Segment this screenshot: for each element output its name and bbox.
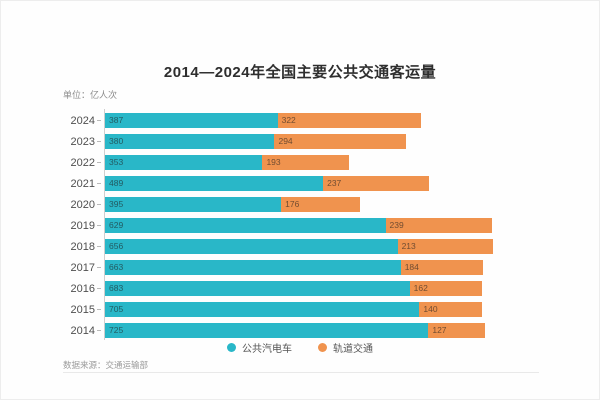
bus-value-label: 705 <box>109 304 124 314</box>
year-label: 2023 <box>70 135 95 148</box>
legend-dot-rail-icon <box>318 343 327 352</box>
bus-bar-segment: 663 <box>105 260 401 275</box>
rail-bar-segment: 184 <box>400 260 483 275</box>
bus-bar-segment: 353 <box>105 155 263 170</box>
rail-bar-segment: 140 <box>419 302 482 317</box>
bus-bar-segment: 725 <box>105 323 429 338</box>
bus-value-label: 387 <box>109 115 124 125</box>
bus-bar-segment: 387 <box>105 113 278 128</box>
chart-row: 2019 629 239 <box>1 215 600 236</box>
chart-row: 2021 489 237 <box>1 173 600 194</box>
rail-value-label: 184 <box>404 262 419 272</box>
rail-bar-segment: 162 <box>409 281 482 296</box>
rail-bar-segment: 193 <box>262 155 349 170</box>
bus-value-label: 353 <box>109 157 124 167</box>
bus-value-label: 629 <box>109 220 124 230</box>
chart-row: 2020 395 176 <box>1 194 600 215</box>
axis-tick <box>97 246 101 247</box>
axis-tick <box>97 330 101 331</box>
year-label: 2021 <box>70 177 95 190</box>
bottom-divider <box>63 372 539 373</box>
legend-item-rail: 轨道交通 <box>318 340 373 355</box>
bus-bar-segment: 683 <box>105 281 410 296</box>
axis-tick <box>97 267 101 268</box>
bus-bar-segment: 705 <box>105 302 420 317</box>
chart-row: 2024 387 322 <box>1 110 600 131</box>
chart-row: 2023 380 294 <box>1 131 600 152</box>
bus-value-label: 656 <box>109 241 124 251</box>
axis-tick <box>97 183 101 184</box>
chart-row: 2018 656 213 <box>1 236 600 257</box>
chart-area: 2024 387 322 2023 380 294 2022 353 193 2… <box>1 109 600 342</box>
rail-value-label: 322 <box>281 115 296 125</box>
axis-tick <box>97 162 101 163</box>
axis-tick <box>97 309 101 310</box>
rail-bar-segment: 237 <box>323 176 429 191</box>
rail-value-label: 162 <box>413 283 428 293</box>
rail-bar-segment: 239 <box>385 218 493 233</box>
chart-row: 2014 725 127 <box>1 320 600 341</box>
bus-bar-segment: 380 <box>105 134 275 149</box>
legend-label-bus: 公共汽电车 <box>242 344 292 355</box>
bus-bar-segment: 489 <box>105 176 324 191</box>
year-label: 2017 <box>70 261 95 274</box>
rail-value-label: 213 <box>401 241 416 251</box>
year-label: 2014 <box>70 324 95 337</box>
bus-value-label: 683 <box>109 283 124 293</box>
chart-row: 2017 663 184 <box>1 257 600 278</box>
year-label: 2020 <box>70 198 95 211</box>
legend-item-bus: 公共汽电车 <box>227 340 292 355</box>
rail-value-label: 193 <box>266 157 281 167</box>
rail-value-label: 140 <box>423 304 438 314</box>
rail-bar-segment: 294 <box>274 134 406 149</box>
bus-bar-segment: 395 <box>105 197 282 212</box>
year-label: 2024 <box>70 114 95 127</box>
year-label: 2019 <box>70 219 95 232</box>
rail-bar-segment: 127 <box>428 323 485 338</box>
legend-dot-bus-icon <box>227 343 236 352</box>
rail-value-label: 239 <box>389 220 404 230</box>
rail-value-label: 176 <box>285 199 300 209</box>
chart-row: 2016 683 162 <box>1 278 600 299</box>
rail-bar-segment: 322 <box>277 113 422 128</box>
rail-value-label: 237 <box>327 178 342 188</box>
bus-value-label: 489 <box>109 178 124 188</box>
bus-value-label: 725 <box>109 325 124 335</box>
rail-value-label: 127 <box>432 325 447 335</box>
axis-tick <box>97 288 101 289</box>
axis-tick <box>97 225 101 226</box>
rail-value-label: 294 <box>278 136 293 146</box>
chart-row: 2022 353 193 <box>1 152 600 173</box>
y-axis-line <box>104 109 105 340</box>
year-label: 2015 <box>70 303 95 316</box>
bus-value-label: 380 <box>109 136 124 146</box>
year-label: 2022 <box>70 156 95 169</box>
axis-tick <box>97 120 101 121</box>
bus-bar-segment: 656 <box>105 239 398 254</box>
axis-tick <box>97 141 101 142</box>
legend: 公共汽电车 轨道交通 <box>1 340 599 355</box>
bus-value-label: 395 <box>109 199 124 209</box>
source-label: 数据来源：交通运输部 <box>63 360 149 370</box>
legend-label-rail: 轨道交通 <box>333 344 373 355</box>
bus-bar-segment: 629 <box>105 218 386 233</box>
bar-rows-container: 2024 387 322 2023 380 294 2022 353 193 2… <box>1 110 600 341</box>
year-label: 2016 <box>70 282 95 295</box>
rail-bar-segment: 176 <box>281 197 360 212</box>
rail-bar-segment: 213 <box>397 239 493 254</box>
chart-row: 2015 705 140 <box>1 299 600 320</box>
chart-title: 2014—2024年全国主要公共交通客运量 <box>163 64 437 81</box>
bus-value-label: 663 <box>109 262 124 272</box>
year-label: 2018 <box>70 240 95 253</box>
unit-label: 单位：亿人次 <box>63 90 118 100</box>
axis-tick <box>97 204 101 205</box>
